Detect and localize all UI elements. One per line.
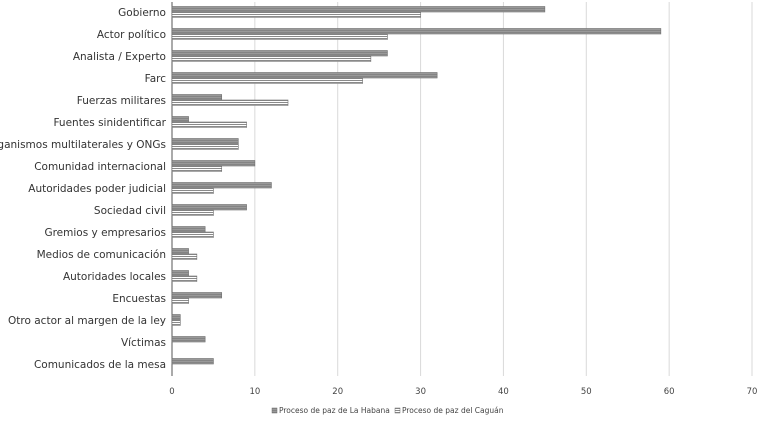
bar-habana-15: [171, 336, 206, 343]
bar-caguan-3: [171, 77, 363, 84]
bar-habana-12: [171, 270, 189, 277]
bar-caguan-11: [171, 253, 198, 260]
x-tick-label: 10: [249, 387, 260, 397]
category-label: Víctimas: [121, 337, 166, 349]
bar-habana-0: [171, 6, 546, 13]
category-label: Otro actor al margen de la ley: [8, 315, 166, 327]
x-axis-tick-labels: 0 10 20 30 40 50 60 70: [169, 387, 757, 397]
category-label: Fuerzas militares: [77, 95, 166, 107]
category-label: Fuentes sinidentificar: [53, 117, 166, 129]
bar-caguan-10: [171, 231, 214, 238]
category-label: Analista / Experto: [73, 51, 166, 63]
bar-habana-7: [171, 160, 256, 167]
category-label: Gobierno: [118, 7, 166, 19]
bar-habana-4: [171, 94, 223, 101]
category-label: Comunidad internacional: [34, 161, 166, 173]
x-tick-label: 0: [169, 387, 174, 397]
bar-habana-11: [171, 248, 189, 255]
legend-swatch-habana: [271, 407, 278, 414]
x-tick-label: 30: [415, 387, 426, 397]
legend-swatch-caguan: [394, 407, 401, 414]
bar-caguan-7: [171, 165, 223, 172]
category-label: Actor político: [97, 29, 166, 41]
x-tick-label: 40: [498, 387, 509, 397]
legend-label-caguan: Proceso de paz del Caguán: [402, 406, 504, 415]
bar-caguan-8: [171, 187, 214, 194]
bar-caguan-13: [171, 297, 189, 304]
bar-habana-1: [171, 28, 662, 35]
x-tick-label: 50: [581, 387, 592, 397]
x-tick-label: 60: [664, 387, 675, 397]
legend: Proceso de paz de La Habana Proceso de pa…: [271, 406, 504, 415]
bar-caguan-4: [171, 99, 289, 106]
bar-habana-2: [171, 50, 388, 57]
category-label: Sociedad civil: [94, 205, 166, 217]
x-tick-label: 20: [332, 387, 343, 397]
category-label: Organismos multilaterales y ONGs: [0, 139, 166, 151]
bar-habana-6: [171, 138, 239, 145]
bar-habana-16: [171, 358, 214, 365]
bar-caguan-9: [171, 209, 214, 216]
bar-caguan-0: [171, 11, 421, 18]
category-label: Farc: [145, 73, 167, 85]
category-label: Medios de comunicación: [37, 249, 166, 261]
bar-caguan-6: [171, 143, 239, 150]
bar-caguan-1: [171, 33, 388, 40]
bar-caguan-2: [171, 55, 372, 62]
bars: [171, 6, 662, 365]
category-label: Autoridades poder judicial: [28, 183, 166, 195]
bar-caguan-5: [171, 121, 247, 128]
gridlines: [171, 2, 753, 376]
category-label: Comunicados de la mesa: [34, 359, 166, 371]
x-tick-label: 70: [747, 387, 758, 397]
category-label: Gremios y empresarios: [44, 227, 166, 239]
bar-habana-3: [171, 72, 438, 79]
category-label: Encuestas: [112, 293, 166, 305]
bar-habana-13: [171, 292, 223, 299]
bar-habana-14: [171, 314, 181, 321]
bar-caguan-12: [171, 275, 198, 282]
bar-habana-8: [171, 182, 272, 189]
category-labels: Gobierno Actor político Analista / Experto…: [0, 7, 167, 371]
legend-label-habana: Proceso de paz de La Habana: [279, 406, 390, 415]
category-label: Autoridades locales: [63, 271, 166, 283]
bar-habana-5: [171, 116, 189, 123]
bar-caguan-14: [171, 319, 181, 326]
bar-habana-9: [171, 204, 247, 211]
bar-habana-10: [171, 226, 206, 233]
